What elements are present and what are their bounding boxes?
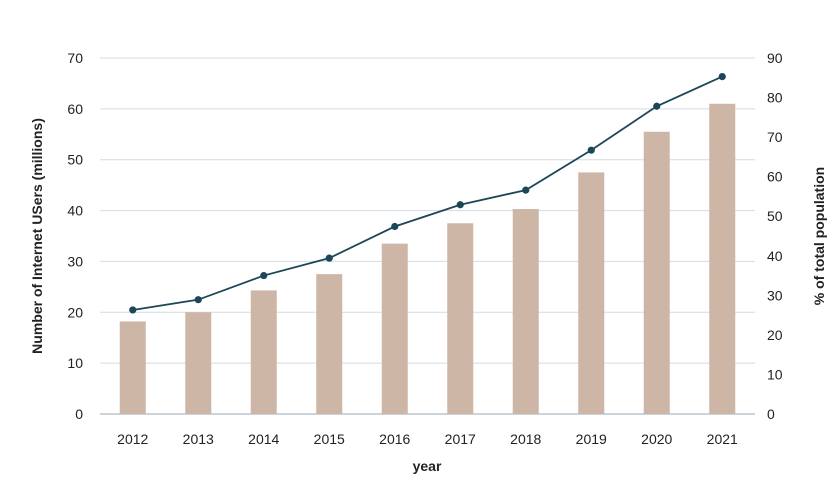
y2-tick-label: 60 — [767, 169, 783, 185]
bar-2017 — [447, 223, 474, 414]
line-point-2017 — [456, 201, 464, 209]
y-tick-label: 0 — [75, 406, 83, 422]
bar-series — [119, 103, 736, 415]
y2-axis-title: % of total population — [811, 167, 827, 305]
line-point-2015 — [325, 254, 333, 262]
y-tick-label: 60 — [67, 101, 83, 117]
bar-2013 — [185, 312, 212, 414]
y2-tick-label: 30 — [767, 287, 783, 303]
x-tick-label: 2013 — [183, 431, 214, 447]
x-axis-title: year — [413, 458, 442, 474]
y-tick-label: 70 — [67, 50, 83, 66]
y2-tick-label: 0 — [767, 406, 775, 422]
line-point-2012 — [129, 306, 137, 314]
line-point-2014 — [260, 271, 268, 280]
bar-2014 — [250, 290, 277, 414]
right-axis-ticks: 0 10 20 30 40 50 60 70 80 90 — [767, 50, 783, 422]
x-tick-label: 2020 — [641, 431, 672, 447]
y-tick-label: 10 — [67, 355, 83, 371]
bar-2016 — [381, 243, 408, 414]
bar-2020 — [643, 131, 670, 414]
y-tick-label: 30 — [67, 253, 83, 269]
y-axis-title: Number of Internet USers (millions) — [29, 118, 45, 354]
bar-2018 — [512, 209, 539, 414]
line-point-2020 — [653, 102, 661, 110]
line-path — [132, 75, 723, 311]
bar-2019 — [578, 172, 605, 414]
y2-tick-label: 40 — [767, 248, 783, 264]
x-tick-label: 2016 — [379, 431, 410, 447]
bar-2021 — [709, 103, 736, 415]
x-tick-label: 2015 — [314, 431, 345, 447]
y2-tick-label: 20 — [767, 327, 783, 343]
line-point-2018 — [522, 186, 530, 194]
line-point-2013 — [194, 296, 202, 304]
y2-tick-label: 50 — [767, 208, 783, 224]
y2-tick-label: 80 — [767, 90, 783, 106]
x-tick-label: 2019 — [576, 431, 607, 447]
x-tick-label: 2021 — [707, 431, 738, 447]
y-tick-label: 50 — [67, 152, 83, 168]
y2-tick-label: 70 — [767, 129, 783, 145]
x-axis-ticks: 2012 2013 2014 2015 2016 2017 2018 2019 2020 2021 — [117, 431, 738, 447]
x-tick-label: 2014 — [248, 431, 279, 447]
y2-tick-label: 10 — [767, 366, 783, 382]
bar-2012 — [119, 321, 146, 414]
x-tick-label: 2018 — [510, 431, 541, 447]
line-series — [129, 72, 726, 314]
y-tick-label: 20 — [67, 304, 83, 320]
line-point-2019 — [587, 146, 595, 154]
x-tick-label: 2012 — [117, 431, 148, 447]
line-point-2021 — [718, 72, 726, 81]
line-point-2016 — [391, 222, 399, 231]
bar-2015 — [316, 274, 343, 414]
y2-tick-label: 90 — [767, 50, 783, 66]
left-axis-ticks: 0 10 20 30 40 50 60 70 — [67, 50, 83, 422]
y-tick-label: 40 — [67, 203, 83, 219]
x-tick-label: 2017 — [445, 431, 476, 447]
